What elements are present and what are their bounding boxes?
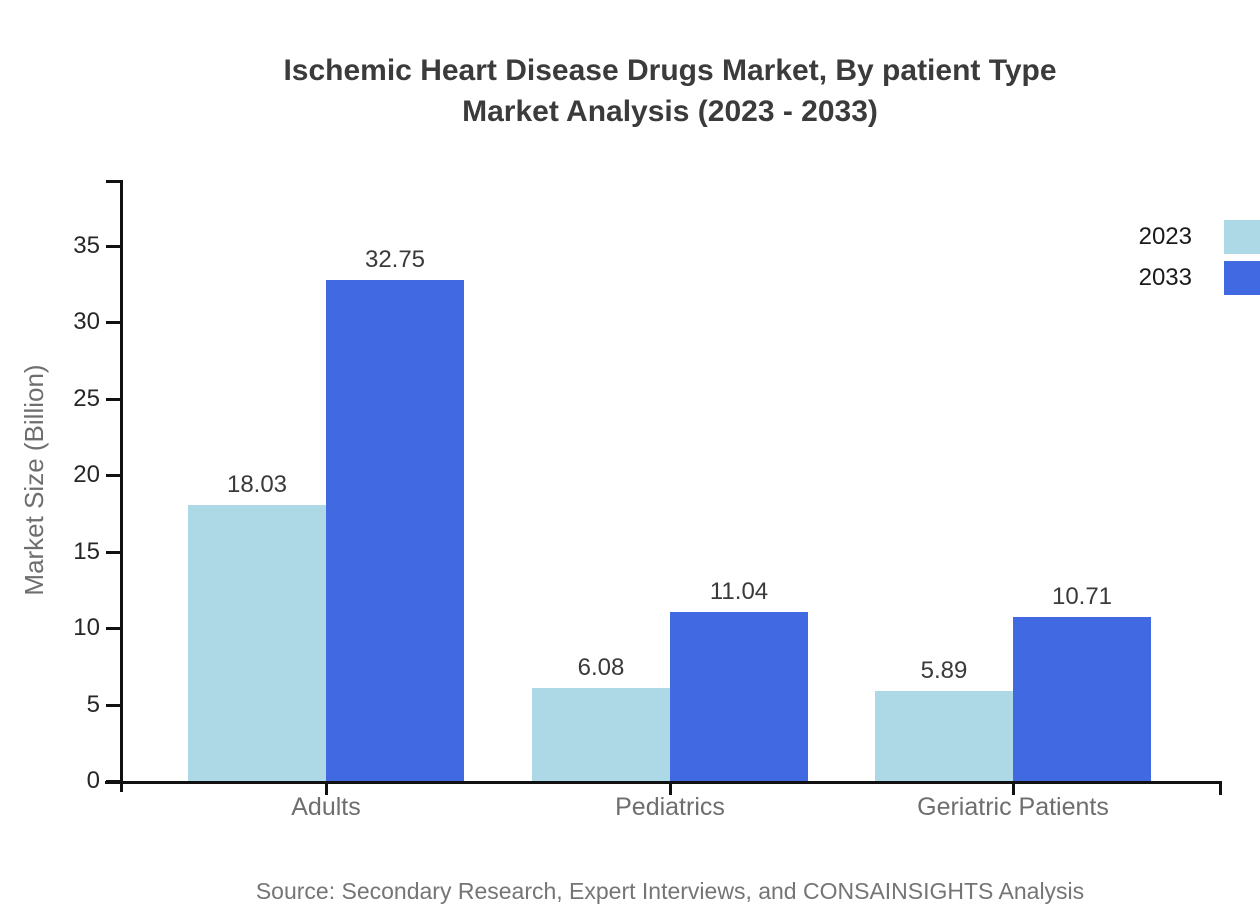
bar-value-label: 32.75 — [364, 246, 426, 274]
x-tick — [669, 781, 672, 795]
source-note: Source: Secondary Research, Expert Inter… — [255, 878, 1085, 904]
bar-2023-adults — [188, 505, 326, 781]
category-label: Pediatrics — [615, 793, 725, 821]
y-tick — [106, 397, 120, 401]
legend-swatch-2023 — [1224, 220, 1260, 254]
legend-item-2033: 2033 — [1139, 261, 1260, 295]
bar-value-label: 6.08 — [577, 654, 625, 682]
y-tick-label: 35 — [73, 232, 100, 259]
y-tick-label: 30 — [73, 308, 100, 336]
y-axis-line — [120, 180, 123, 792]
y-axis-top-cap — [106, 180, 120, 183]
chart-title: Ischemic Heart Disease Drugs Market, By … — [140, 50, 1200, 132]
x-tick — [325, 781, 328, 795]
bar-value-label: 10.71 — [1051, 583, 1113, 611]
y-tick — [106, 627, 120, 631]
category-label: Adults — [291, 793, 361, 821]
y-tick — [106, 245, 120, 248]
y-tick-label: 0 — [86, 767, 100, 794]
chart-title-line2: Market Analysis (2023 - 2033) — [462, 95, 878, 128]
y-tick-label: 15 — [73, 537, 100, 565]
y-tick — [106, 474, 120, 478]
y-tick — [106, 321, 120, 325]
bar-value-label: 18.03 — [226, 471, 288, 499]
x-axis-end-tick — [1219, 781, 1222, 795]
y-tick-label: 10 — [73, 614, 100, 642]
bar-2023-geriatric-patients — [875, 690, 1013, 781]
legend-label-2033: 2033 — [1138, 264, 1192, 291]
bar-value-label: 5.89 — [920, 656, 968, 684]
bar-2033-geriatric-patients — [1013, 617, 1151, 781]
chart-title-line1: Ischemic Heart Disease Drugs Market, By … — [283, 54, 1057, 87]
bar-2023-pediatrics — [532, 688, 670, 781]
legend-label-2023: 2023 — [1138, 223, 1192, 250]
x-axis-line — [105, 781, 1222, 784]
y-tick — [106, 550, 120, 554]
y-tick — [106, 703, 120, 707]
y-tick-label: 5 — [86, 690, 100, 718]
legend-swatch-2033 — [1224, 261, 1260, 295]
y-tick-label: 20 — [73, 461, 100, 489]
bar-2033-adults — [326, 280, 464, 781]
y-tick-label: 25 — [73, 384, 100, 412]
bar-2033-pediatrics — [670, 612, 808, 781]
bar-value-label: 11.04 — [709, 578, 769, 606]
x-tick — [1012, 781, 1015, 795]
legend-item-2023: 2023 — [1139, 220, 1260, 254]
category-label: Geriatric Patients — [917, 793, 1109, 821]
